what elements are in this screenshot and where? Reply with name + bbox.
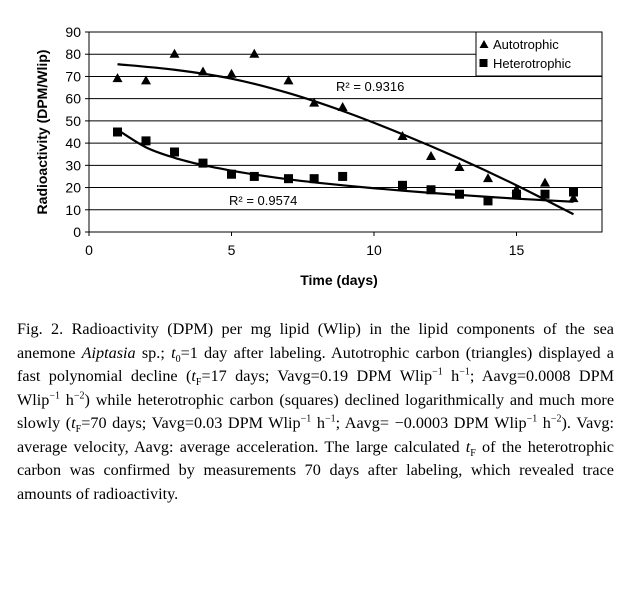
y-tick-label: 60 — [65, 91, 81, 107]
legend-box — [475, 31, 603, 77]
y-tick-label: 70 — [65, 68, 81, 84]
autotrophic-point — [454, 162, 465, 172]
figure-caption: Fig. 2. Radioactivity (DPM) per mg lipid… — [17, 320, 615, 503]
y-tick-label: 40 — [65, 135, 81, 151]
trendline-heterotrophic — [116, 128, 574, 203]
autotrophic-point — [112, 73, 123, 83]
autotrophic-point — [426, 150, 436, 160]
trendline-autotrophic — [117, 63, 574, 216]
y-axis-label: Radioactivity (DPM/Wlip) — [34, 50, 50, 215]
heterotrophic-point — [113, 127, 122, 137]
heterotrophic-point — [170, 147, 179, 157]
heterotrophic-point — [309, 174, 319, 184]
caption-species: Aiptasia — [81, 343, 136, 362]
gridlines — [89, 53, 602, 211]
heterotrophic-point — [398, 180, 407, 190]
x-tick-label: 10 — [366, 242, 382, 258]
data-points — [112, 48, 579, 206]
legend-marker-square — [479, 59, 488, 67]
autotrophic-point — [226, 68, 237, 78]
x-axis-label: Time (days) — [300, 272, 378, 288]
autotrophic-point — [198, 66, 208, 76]
autotrophic-point — [141, 75, 151, 85]
y-tick-label: 0 — [73, 224, 81, 240]
heterotrophic-point — [338, 171, 348, 181]
y-tick-label: 10 — [65, 202, 81, 218]
autotrophic-point — [337, 102, 348, 112]
autotrophic-point — [540, 177, 550, 187]
autotrophic-point — [249, 48, 260, 58]
heterotrophic-point — [284, 174, 293, 184]
legend-marker-triangle — [479, 40, 489, 48]
heterotrophic-point — [540, 189, 550, 199]
x-tick-label: 15 — [509, 242, 525, 258]
autotrophic-point — [483, 173, 493, 183]
r2-label-heterotrophic: R² = 0.9574 — [229, 193, 297, 208]
trendlines — [116, 63, 574, 216]
heterotrophic-point — [455, 189, 464, 199]
autotrophic-point — [169, 48, 180, 58]
legend: Autotrophic Heterotrophic — [475, 31, 603, 77]
x-tick-label: 0 — [85, 242, 93, 258]
x-tick-label: 5 — [228, 242, 236, 258]
autotrophic-point — [397, 130, 408, 140]
heterotrophic-point — [249, 171, 259, 181]
plot-area — [88, 31, 603, 233]
legend-label-heterotrophic: Heterotrophic — [493, 56, 572, 71]
y-tick-label: 30 — [65, 157, 81, 173]
heterotrophic-point — [227, 169, 236, 179]
heterotrophic-point — [141, 136, 151, 146]
y-tick-label: 20 — [65, 180, 81, 196]
heterotrophic-point — [483, 196, 493, 206]
y-tick-label: 90 — [65, 24, 81, 40]
axis-ticks: 0 10 20 30 40 50 60 70 80 90 0 5 10 15 — [65, 24, 524, 258]
y-tick-label: 50 — [65, 113, 81, 129]
caption-fig-label: Fig. 2. — [17, 320, 64, 338]
chart: 0 10 20 30 40 50 60 70 80 90 0 5 10 15 Radioactivity … — [34, 24, 603, 288]
heterotrophic-point — [569, 187, 578, 197]
r2-label-autotrophic: R² = 0.9316 — [336, 79, 404, 94]
heterotrophic-point — [426, 185, 436, 195]
y-tick-label: 80 — [65, 46, 81, 62]
legend-label-autotrophic: Autotrophic — [493, 37, 559, 52]
autotrophic-point — [309, 97, 320, 107]
autotrophic-point — [568, 193, 579, 203]
autotrophic-point — [283, 75, 294, 85]
heterotrophic-point — [198, 158, 208, 168]
heterotrophic-point — [512, 189, 521, 199]
